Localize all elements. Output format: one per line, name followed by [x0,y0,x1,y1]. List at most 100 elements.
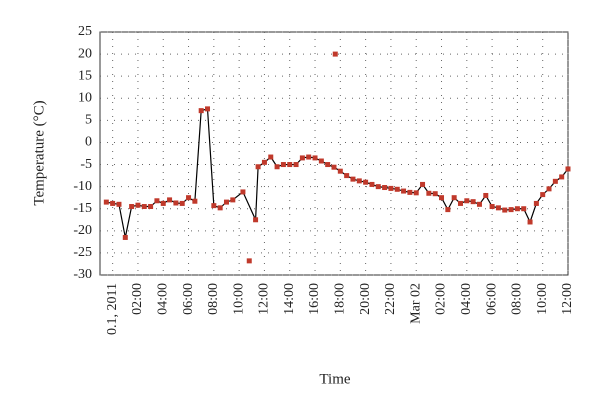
point [489,204,495,210]
y-tick-label: 20 [78,46,92,61]
point [420,181,426,187]
x-tick-label: 22:00 [383,283,398,315]
x-tick-label: 04:00 [459,283,474,315]
y-tick-label: -15 [73,201,92,216]
plot-frame [99,31,569,276]
point [293,162,299,168]
x-tick-label: 04:00 [155,283,170,315]
point [559,174,565,180]
x-tick-label: 12:00 [560,283,575,315]
point [280,162,286,168]
point [129,204,135,210]
point [363,179,369,185]
point [141,204,147,210]
point [413,190,419,196]
line [106,108,569,238]
point [508,207,514,213]
point [426,190,432,196]
point [211,203,217,209]
point [502,207,508,213]
x-tick-label: 10:00 [231,283,246,315]
point [476,201,482,207]
point [451,195,457,201]
point [186,195,192,201]
y-tick-label: 25 [78,24,92,39]
point [552,178,558,184]
point [514,206,520,212]
point [546,186,552,192]
point [217,205,223,211]
x-tick-label: 10:00 [535,283,550,315]
x-tick-label: 02:00 [434,283,449,315]
point [148,204,154,210]
point [179,200,185,206]
point [457,200,463,206]
x-tick-label: 0.1, 2011 [105,283,120,335]
point [483,192,489,198]
x-tick-label: 18:00 [333,283,348,315]
point [318,158,324,164]
point [527,219,533,225]
point [369,181,375,187]
y-tick-label: -5 [80,157,92,172]
point [533,200,539,206]
y-tick-label: -25 [73,245,92,260]
x-tick-label: 16:00 [307,283,322,315]
point [331,164,337,170]
y-tick-label: -10 [73,179,92,194]
x-tick-label: 08:00 [206,283,221,315]
point [312,155,318,161]
point [122,234,128,240]
x-tick-label: Mar 02 [408,283,423,324]
point [344,173,350,179]
x-axis-title: Time [319,371,350,387]
point [388,185,394,191]
point [325,162,331,168]
point [356,178,362,184]
point [173,200,179,206]
point [407,189,413,195]
y-tick-label: 5 [85,113,92,128]
point [135,202,141,208]
point [205,106,211,112]
point [110,200,116,206]
point [160,200,166,206]
point [167,197,173,203]
point [464,198,470,204]
point [223,199,229,205]
x-tick-label: 20:00 [358,283,373,315]
point [350,176,356,182]
point [332,51,338,57]
y-tick-label: 10 [78,90,92,105]
point [192,198,198,204]
point [299,155,305,161]
point [253,217,259,223]
point [495,205,501,211]
x-tick-label: 06:00 [181,283,196,315]
y-tick-label: 0 [85,135,92,150]
point [306,154,312,160]
point [337,168,343,174]
x-tick-label: 02:00 [130,283,145,315]
point [261,159,267,165]
y-tick-label: 15 [78,68,92,83]
point [255,164,261,170]
point [154,198,160,204]
y-tick-label: -20 [73,223,92,238]
point [521,206,527,212]
point [565,166,571,172]
point [240,189,246,195]
point [394,186,400,192]
x-tick-label: 14:00 [282,283,297,315]
point [375,184,381,190]
point [116,201,122,207]
point [274,164,280,170]
x-tick-label: 06:00 [484,283,499,315]
point [470,199,476,205]
point [198,108,204,114]
point [439,195,445,201]
point [230,197,236,203]
point [287,162,293,168]
x-tick-label: 12:00 [257,283,272,315]
